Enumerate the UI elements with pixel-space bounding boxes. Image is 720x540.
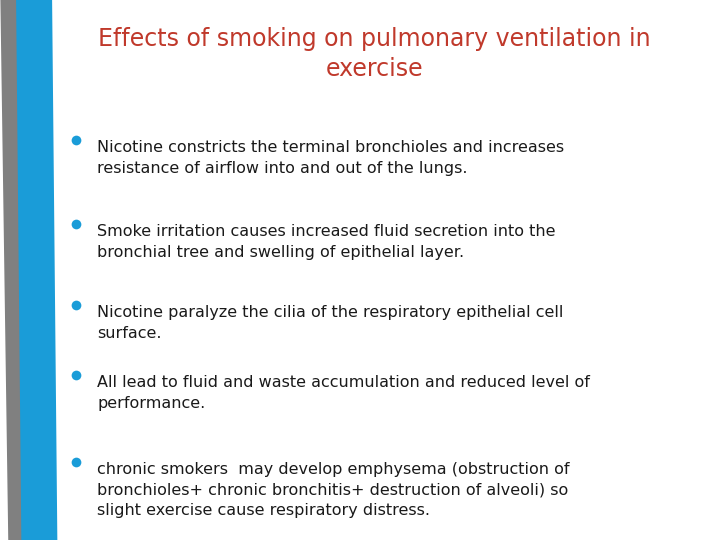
Text: All lead to fluid and waste accumulation and reduced level of
performance.: All lead to fluid and waste accumulation… xyxy=(97,375,590,411)
Text: Effects of smoking on pulmonary ventilation in
exercise: Effects of smoking on pulmonary ventilat… xyxy=(98,27,651,80)
Text: Nicotine constricts the terminal bronchioles and increases
resistance of airflow: Nicotine constricts the terminal bronchi… xyxy=(97,140,564,176)
Text: chronic smokers  may develop emphysema (obstruction of
bronchioles+ chronic bron: chronic smokers may develop emphysema (o… xyxy=(97,462,570,517)
Text: Nicotine paralyze the cilia of the respiratory epithelial cell
surface.: Nicotine paralyze the cilia of the respi… xyxy=(97,305,564,341)
Text: Smoke irritation causes increased fluid secretion into the
bronchial tree and sw: Smoke irritation causes increased fluid … xyxy=(97,224,556,260)
